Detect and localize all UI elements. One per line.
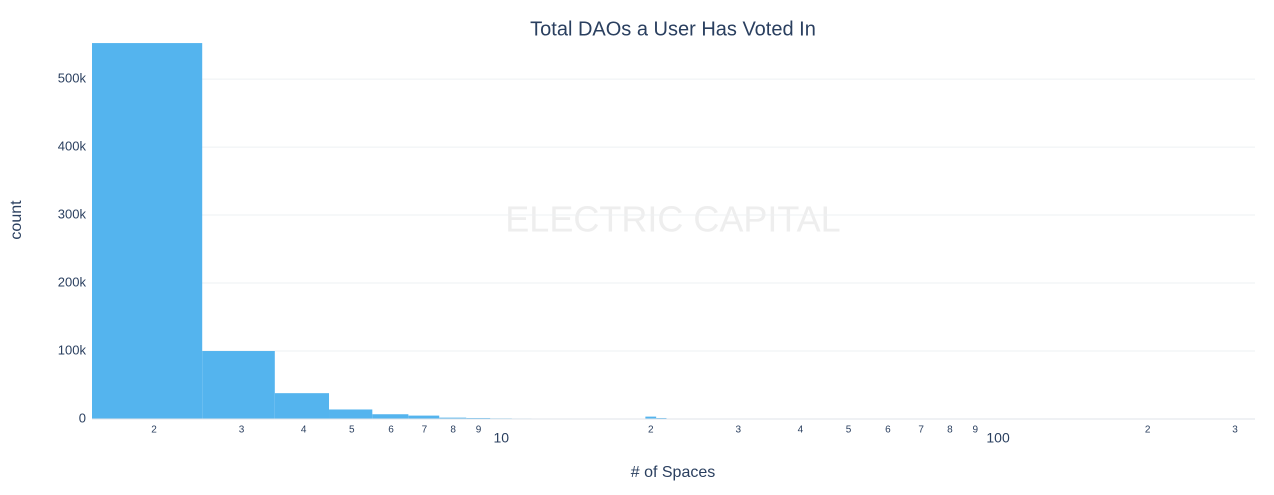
x-tick-label: 9 [476, 425, 482, 436]
x-tick-label: 6 [388, 425, 394, 436]
x-tick-label: 4 [301, 425, 307, 436]
bar [466, 417, 491, 419]
bar [329, 409, 373, 419]
bar [439, 417, 467, 419]
x-axis-title: # of Spaces [631, 464, 716, 481]
x-tick-label: 2 [151, 425, 157, 436]
x-tick-label: 3 [736, 425, 742, 436]
y-tick-label: 0 [79, 410, 86, 425]
x-tick-label: 3 [239, 425, 245, 436]
bar [656, 417, 667, 419]
x-tick-label: 9 [973, 425, 979, 436]
x-tick-label: 8 [450, 425, 456, 436]
x-tick-label: 7 [918, 425, 924, 436]
x-tick-label: 8 [947, 425, 953, 436]
bar [92, 43, 203, 419]
x-tick-label: 2 [1145, 425, 1151, 436]
x-tick-label: 5 [846, 425, 852, 436]
bar [202, 351, 275, 419]
x-tick-label: 4 [798, 425, 804, 436]
bar [274, 393, 330, 419]
chart-title: Total DAOs a User Has Voted In [530, 18, 816, 40]
bar [372, 414, 409, 419]
x-tick-label: 6 [885, 425, 891, 436]
y-tick-label: 300k [58, 206, 87, 221]
x-tick-label: 100 [986, 430, 1010, 446]
watermark: ELECTRIC CAPITAL [505, 199, 840, 240]
x-tick-label: 7 [422, 425, 428, 436]
x-tick-label: 10 [494, 430, 510, 446]
bar [645, 416, 657, 419]
y-tick-label: 400k [58, 139, 87, 154]
x-tick-label: 2 [648, 425, 654, 436]
x-tick-label: 5 [349, 425, 355, 436]
y-tick-label: 100k [58, 342, 87, 357]
y-axis-title: count [8, 200, 25, 240]
bar [408, 415, 440, 419]
x-tick-label: 3 [1232, 425, 1238, 436]
y-tick-label: 500k [58, 71, 87, 86]
y-tick-label: 200k [58, 274, 87, 289]
